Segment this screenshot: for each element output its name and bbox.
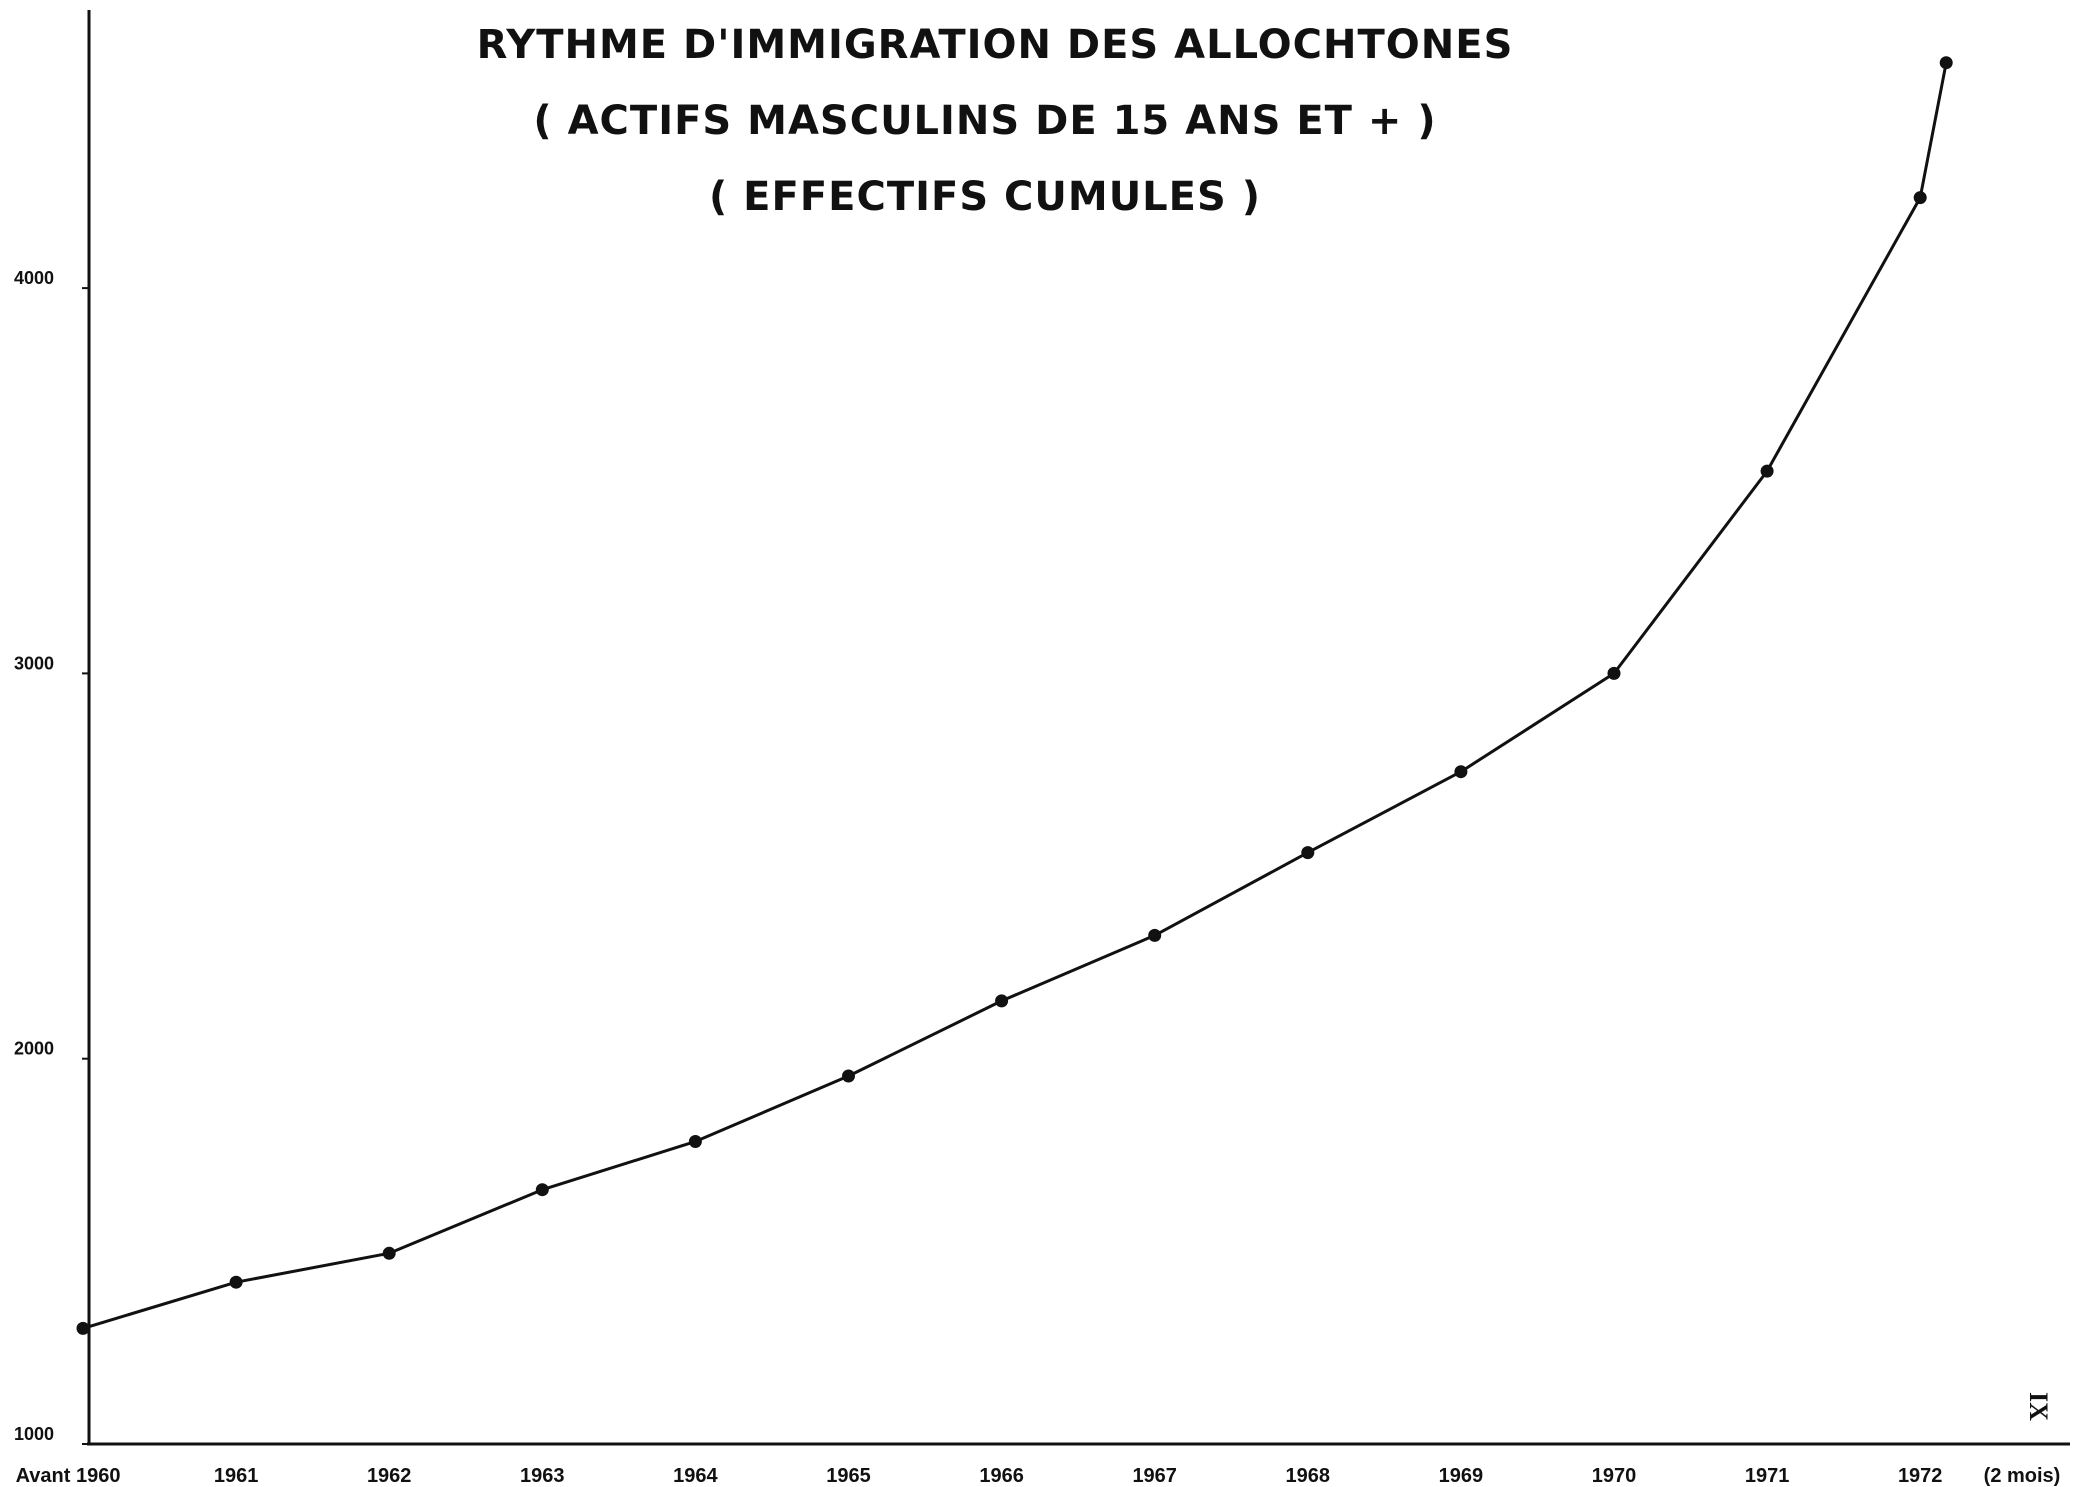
data-point bbox=[229, 1275, 243, 1289]
x-tick-label: Avant 1960 bbox=[16, 1465, 121, 1487]
title-line-1: RYTHME D'IMMIGRATION DES ALLOCHTONES bbox=[477, 22, 1514, 68]
x-tick-label: 1970 bbox=[1592, 1465, 1637, 1487]
x-tick-label: 1971 bbox=[1745, 1465, 1790, 1487]
data-point bbox=[535, 1183, 549, 1197]
series-line bbox=[82, 62, 1948, 1330]
data-point bbox=[1301, 846, 1315, 860]
series-cumulative bbox=[76, 56, 1953, 1335]
data-point bbox=[1454, 765, 1468, 779]
y-tick-label: 4000 bbox=[14, 268, 54, 288]
y-tick-label: 3000 bbox=[14, 653, 54, 673]
y-tick-label: 1000 bbox=[14, 1424, 54, 1444]
data-point bbox=[1913, 191, 1927, 205]
y-axis-ticks: 1000 2000 3000 4000 bbox=[14, 268, 89, 1445]
data-point bbox=[1760, 464, 1774, 478]
data-point bbox=[842, 1069, 855, 1083]
x-tick-label: 1966 bbox=[979, 1465, 1024, 1487]
data-point bbox=[1148, 928, 1162, 942]
y-tick-label: 2000 bbox=[14, 1039, 54, 1059]
data-point bbox=[1607, 666, 1621, 680]
data-point bbox=[1939, 56, 1953, 70]
data-point bbox=[382, 1246, 396, 1260]
x-tick-label: 1967 bbox=[1132, 1465, 1177, 1487]
title-line-3: ( EFFECTIFS CUMULES ) bbox=[709, 174, 1261, 220]
data-point bbox=[995, 994, 1009, 1008]
x-tick-label: (2 mois) bbox=[1984, 1465, 2061, 1487]
x-tick-label: 1969 bbox=[1439, 1465, 1484, 1487]
title-line-2: ( ACTIFS MASCULINS DE 15 ANS ET + ) bbox=[533, 98, 1436, 144]
x-tick-label: 1962 bbox=[367, 1465, 412, 1487]
x-tick-label: 1968 bbox=[1286, 1465, 1331, 1487]
chart-title: RYTHME D'IMMIGRATION DES ALLOCHTONES ( A… bbox=[477, 22, 1514, 220]
x-tick-label: 1972 bbox=[1898, 1465, 1943, 1487]
data-point bbox=[688, 1135, 702, 1148]
x-tick-label: 1961 bbox=[214, 1465, 259, 1487]
x-tick-label: 1963 bbox=[520, 1465, 565, 1487]
figure-number: IX bbox=[2024, 1392, 2053, 1421]
x-axis-ticks: Avant 1960 1961 1962 1963 1964 1965 1966 1967 19… bbox=[16, 1465, 2061, 1487]
data-point bbox=[76, 1321, 90, 1335]
x-tick-label: 1964 bbox=[673, 1465, 718, 1487]
x-tick-label: 1965 bbox=[826, 1465, 871, 1487]
